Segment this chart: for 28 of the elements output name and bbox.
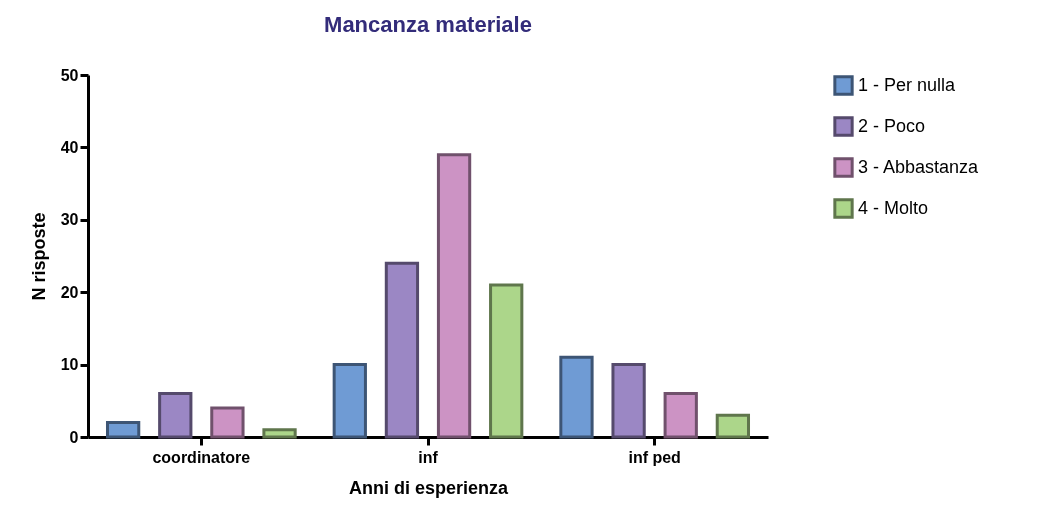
legend-label: 4 - Molto bbox=[858, 197, 929, 218]
y-axis-title: N risposte bbox=[28, 212, 49, 301]
bar bbox=[715, 413, 751, 439]
legend-label: 2 - Poco bbox=[858, 115, 926, 136]
y-tick-label: 0 bbox=[69, 428, 79, 446]
chart-title: Mancanza materiale bbox=[324, 12, 532, 37]
x-tick-label: inf ped bbox=[628, 448, 681, 466]
bar bbox=[489, 283, 524, 439]
y-tick-label: 50 bbox=[60, 66, 79, 84]
bar bbox=[158, 392, 193, 439]
x-axis-title: Anni di esperienza bbox=[348, 477, 509, 498]
bar bbox=[611, 363, 646, 439]
bar bbox=[436, 153, 472, 439]
bar bbox=[105, 421, 141, 439]
x-tick-label: inf bbox=[418, 448, 439, 466]
y-tick-label: 10 bbox=[60, 356, 79, 374]
bar bbox=[663, 392, 698, 439]
bar bbox=[384, 261, 420, 439]
bar bbox=[559, 355, 594, 439]
x-tick-label: coordinatore bbox=[152, 448, 251, 466]
y-tick-label: 30 bbox=[60, 211, 79, 229]
bar bbox=[332, 363, 367, 439]
legend-label: 3 - Abbastanza bbox=[858, 156, 980, 177]
y-tick-label: 40 bbox=[60, 138, 79, 156]
y-tick-label: 20 bbox=[60, 283, 79, 301]
legend-label: 1 - Per nulla bbox=[858, 74, 957, 95]
bar bbox=[210, 406, 245, 439]
bar bbox=[262, 428, 297, 439]
